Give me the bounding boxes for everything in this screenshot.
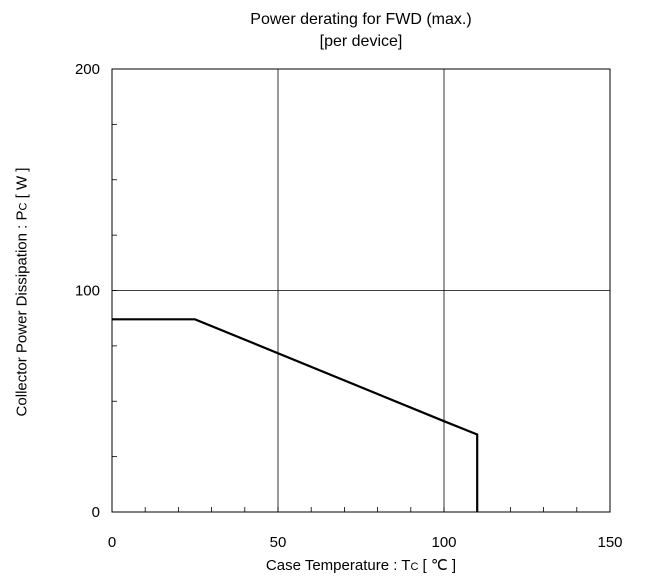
y-tick-label: 200 xyxy=(75,61,100,78)
x-tick-label: 0 xyxy=(108,534,116,551)
x-axis-label: Case Temperature : TC [ ℃ ] xyxy=(265,557,457,574)
plot-frame xyxy=(111,68,611,513)
minor-ticks xyxy=(112,123,578,512)
series-line-0 xyxy=(112,318,479,512)
y-tick-label: 100 xyxy=(75,283,100,300)
y-tick-labels: 0 100 200 xyxy=(75,61,100,521)
x-tick-label: 150 xyxy=(597,534,622,551)
x-tick-labels: 0 50 100 150 xyxy=(108,534,623,551)
grid-lines xyxy=(112,69,610,512)
y-axis-label: Collector Power Dissipation : PC [ W ] xyxy=(13,167,31,417)
y-tick-label: 0 xyxy=(92,504,100,521)
chart-title: Power derating for FWD (max.) xyxy=(250,11,472,28)
chart-subtitle: [per device] xyxy=(319,33,403,50)
series-layer xyxy=(112,318,479,512)
x-tick-label: 50 xyxy=(270,534,287,551)
x-tick-label: 100 xyxy=(431,534,456,551)
